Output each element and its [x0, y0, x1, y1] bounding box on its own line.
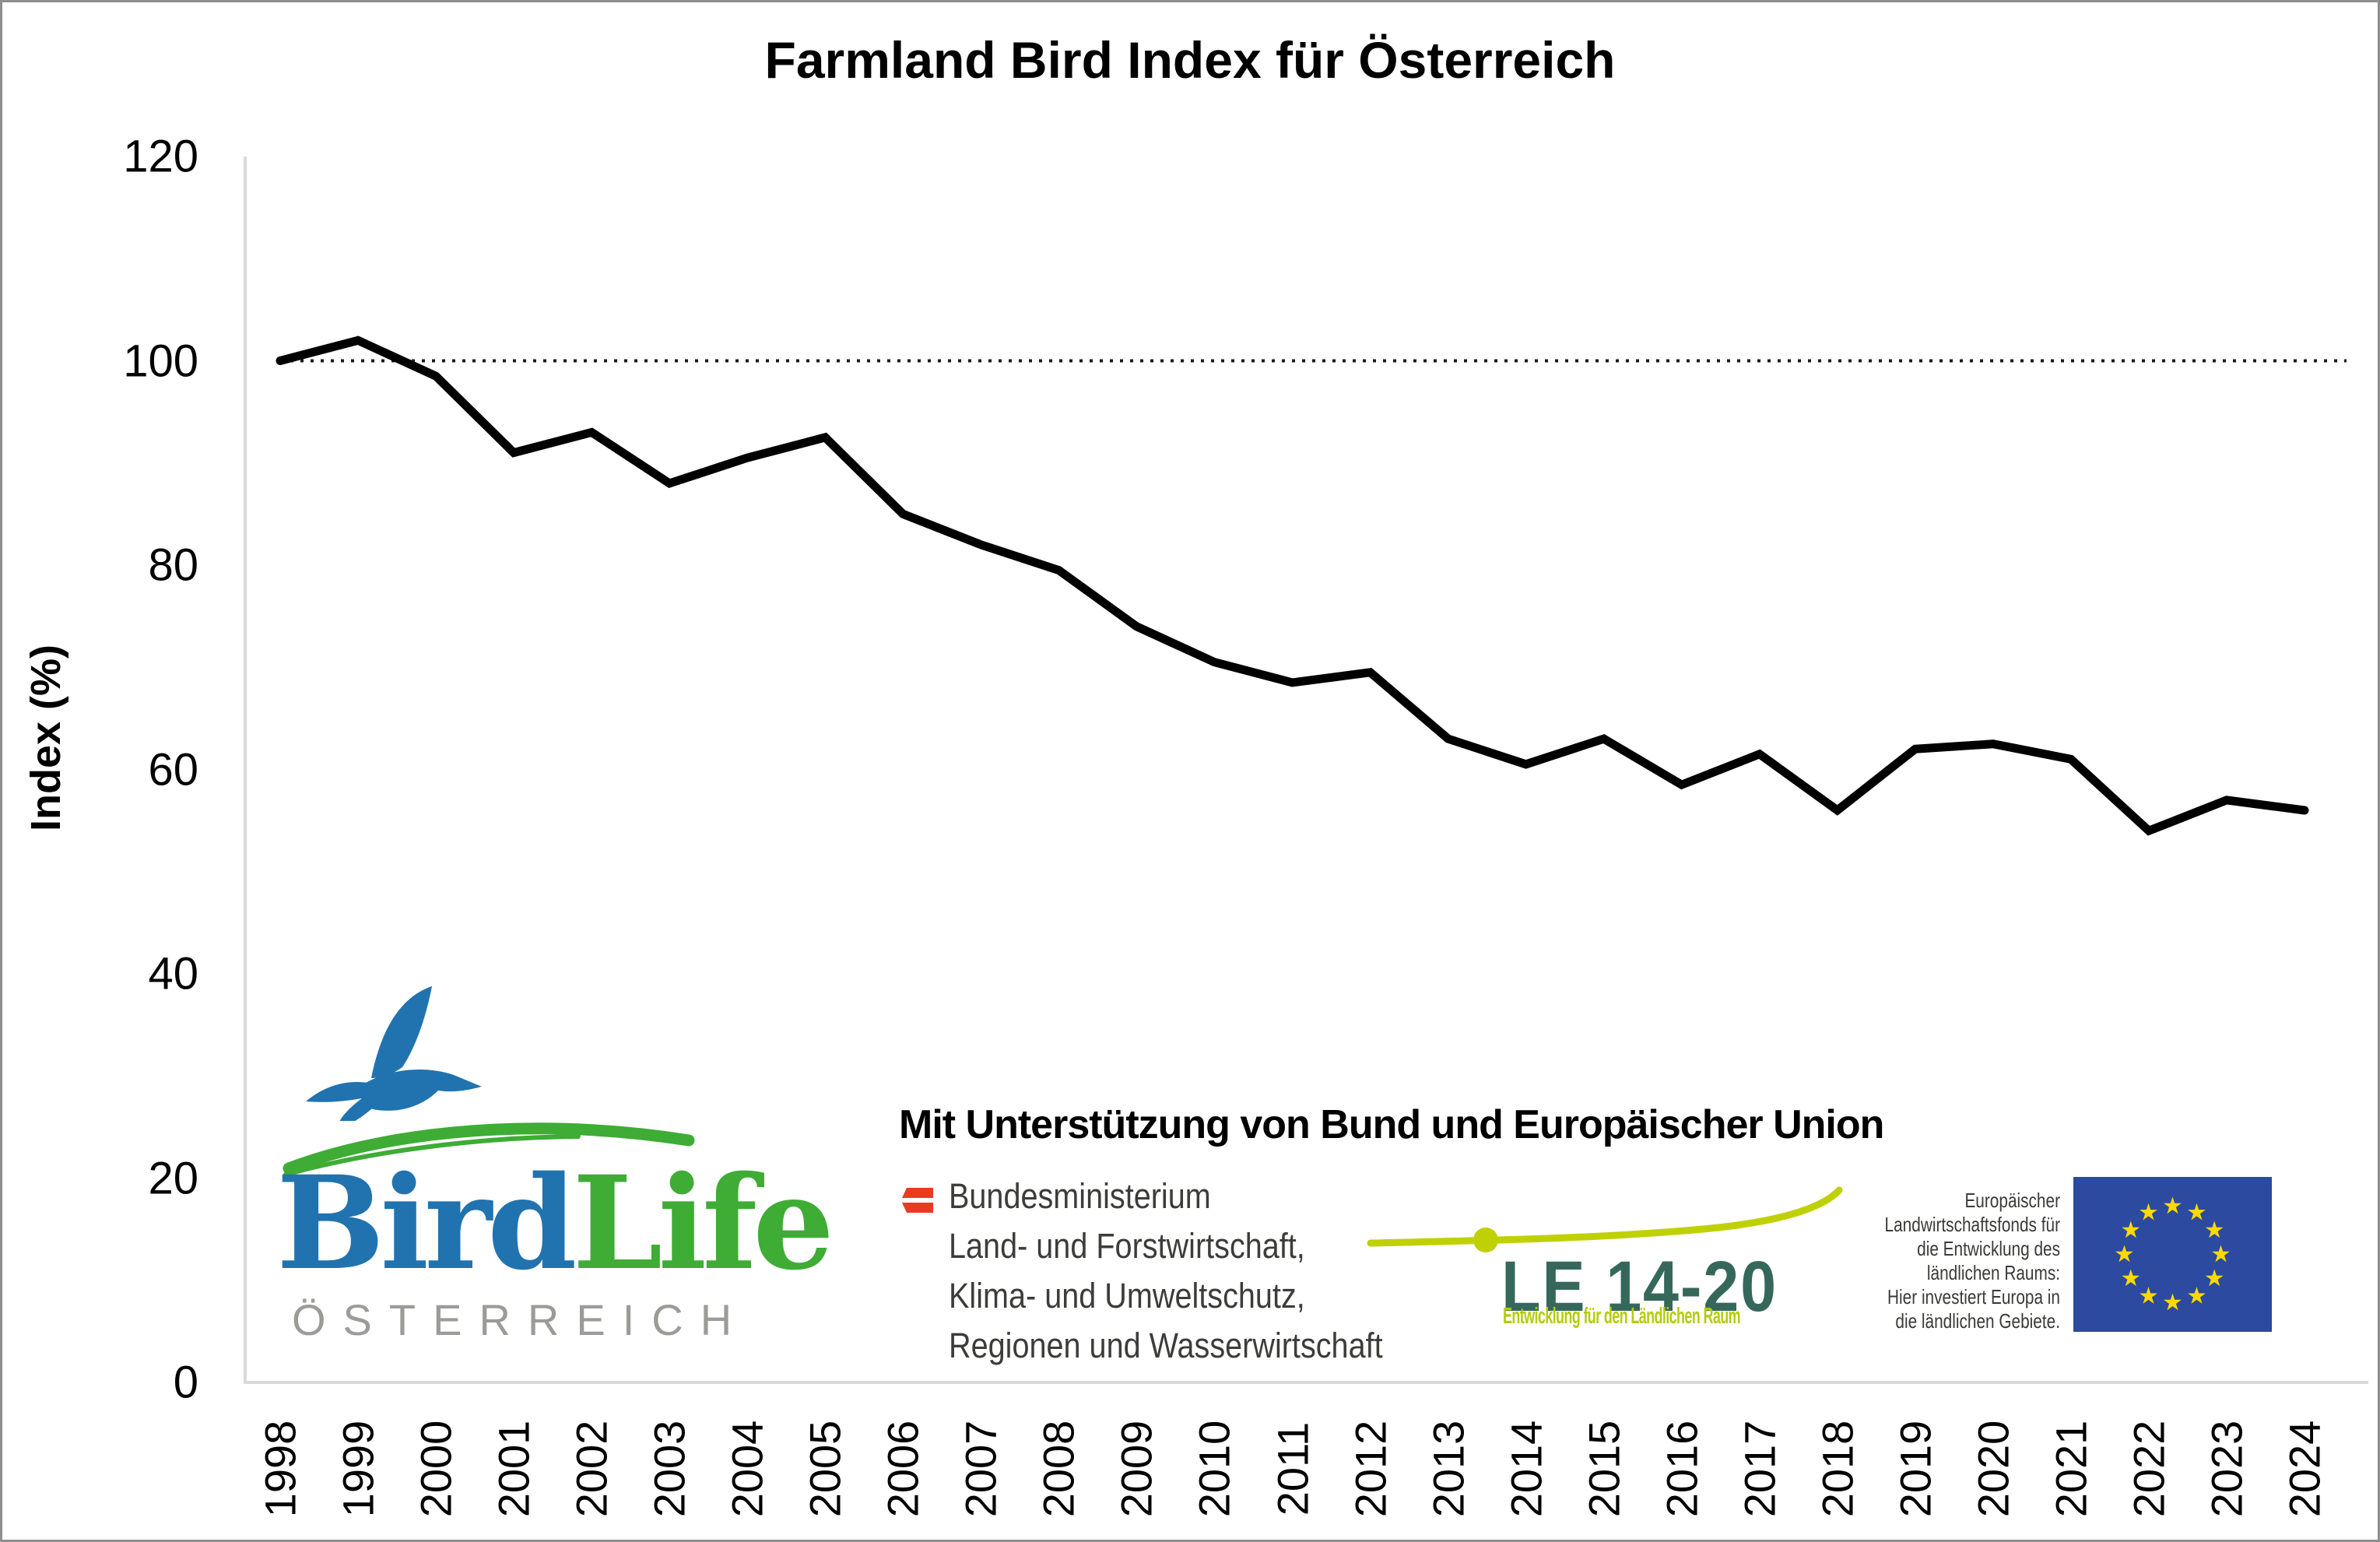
- birdlife-swoosh-icon: [283, 1122, 695, 1176]
- ministry-line: Land- und Forstwirtschaft,: [949, 1226, 1305, 1266]
- ministry-line: Regionen und Wasserwirtschaft: [949, 1326, 1383, 1365]
- birdlife-bird-icon: [306, 986, 482, 1121]
- x-tick-label: 2018: [1813, 1420, 1862, 1518]
- eu-star-icon: [2188, 1287, 2206, 1304]
- birdlife-word-life: Life: [572, 1147, 834, 1298]
- eu-star-icon: [2122, 1269, 2140, 1287]
- y-tick-label: 0: [173, 1357, 198, 1408]
- eu-star-icon: [2205, 1269, 2224, 1287]
- x-tick-label: 2009: [1111, 1420, 1161, 1518]
- y-axis-label: Index (%): [23, 644, 69, 832]
- x-tick-label: 2001: [489, 1420, 539, 1518]
- x-tick-label: 2008: [1034, 1420, 1083, 1518]
- y-tick-label: 60: [148, 744, 198, 795]
- eu-star-icon: [2122, 1221, 2140, 1238]
- x-tick-label: 2003: [644, 1420, 694, 1518]
- x-tick-label: 1999: [333, 1420, 383, 1518]
- eu-star-icon: [2188, 1203, 2206, 1221]
- x-tick-label: 2012: [1346, 1420, 1395, 1518]
- support-heading: Mit Unterstützung von Bund und Europäisc…: [899, 1102, 1884, 1147]
- x-tick-label: 2015: [1579, 1420, 1629, 1518]
- y-tick-label: 100: [123, 335, 198, 386]
- line-chart-plot-area: [244, 156, 2368, 1384]
- y-tick-label: 20: [148, 1153, 198, 1203]
- ministry-text-block: Bundesministerium Land- und Forstwirtsch…: [949, 1171, 1383, 1371]
- ministry-name: Bundesministerium: [949, 1176, 1211, 1216]
- eu-text-line: die ländlichen Gebiete.: [1895, 1309, 2060, 1333]
- x-tick-label: 2023: [2202, 1420, 2252, 1518]
- x-tick-label: 2010: [1189, 1420, 1239, 1518]
- le-14-20-wordmark: LE 14-20: [1501, 1247, 1778, 1326]
- birdlife-oesterreich-label: ÖSTERREICH: [292, 1295, 749, 1344]
- x-tick-label: 2014: [1501, 1420, 1551, 1518]
- birdlife-wordmark: BirdLife: [276, 1159, 834, 1287]
- chart-title: Farmland Bird Index für Österreich: [764, 31, 1616, 89]
- eu-text-block: Europäischer Landwirtschaftsfonds für di…: [1753, 1189, 2060, 1333]
- x-tick-label: 2000: [411, 1420, 461, 1518]
- eu-star-icon: [2140, 1287, 2157, 1304]
- eu-flag-icon: [2073, 1177, 2272, 1332]
- eu-text-line: Landwirtschaftsfonds für: [1884, 1213, 2060, 1236]
- x-tick-label: 2002: [567, 1420, 616, 1518]
- x-tick-label: 2020: [1968, 1420, 2018, 1518]
- x-tick-label: 2005: [800, 1420, 850, 1518]
- y-tick-label: 120: [123, 131, 198, 182]
- x-tick-label: 2006: [878, 1420, 928, 1518]
- eu-star-icon: [2164, 1196, 2182, 1214]
- eu-star-icon: [2205, 1221, 2224, 1238]
- x-tick-label: 2021: [2046, 1420, 2096, 1518]
- le-curve-icon: [1367, 1186, 1843, 1252]
- eu-text-line: ländlichen Raums:: [1926, 1261, 2060, 1284]
- x-tick-label: 2019: [1890, 1420, 1940, 1518]
- le-subtitle: Entwicklung für den Ländlichen Raum: [1503, 1304, 1741, 1329]
- farmland-bird-index-line: [276, 335, 2309, 836]
- y-tick-label: 40: [148, 948, 198, 999]
- y-tick-label: 80: [148, 539, 198, 591]
- x-tick-label: 2004: [722, 1420, 772, 1518]
- ministry-line: Klima- und Umweltschutz,: [949, 1276, 1305, 1315]
- x-tick-label: 2017: [1735, 1420, 1785, 1518]
- eu-star-icon: [2140, 1203, 2157, 1221]
- x-tick-label: 2016: [1657, 1420, 1707, 1518]
- austria-flag-icon: [902, 1188, 933, 1213]
- x-tick-label: 2024: [2280, 1420, 2329, 1518]
- x-tick-label: 2013: [1423, 1420, 1473, 1518]
- eu-text-line: Hier investiert Europa in: [1887, 1285, 2060, 1308]
- eu-text-line: die Entwicklung des: [1917, 1237, 2060, 1260]
- x-tick-label: 1998: [255, 1420, 305, 1518]
- eu-star-icon: [2212, 1245, 2230, 1263]
- eu-star-icon: [2164, 1293, 2182, 1311]
- x-tick-label: 2007: [956, 1420, 1006, 1518]
- x-tick-label: 2022: [2124, 1420, 2174, 1518]
- eu-star-icon: [2115, 1245, 2133, 1263]
- birdlife-word-bird: Bird: [276, 1147, 577, 1298]
- eu-text-line: Europäischer: [1964, 1189, 2060, 1212]
- x-tick-label: 2011: [1268, 1421, 1318, 1516]
